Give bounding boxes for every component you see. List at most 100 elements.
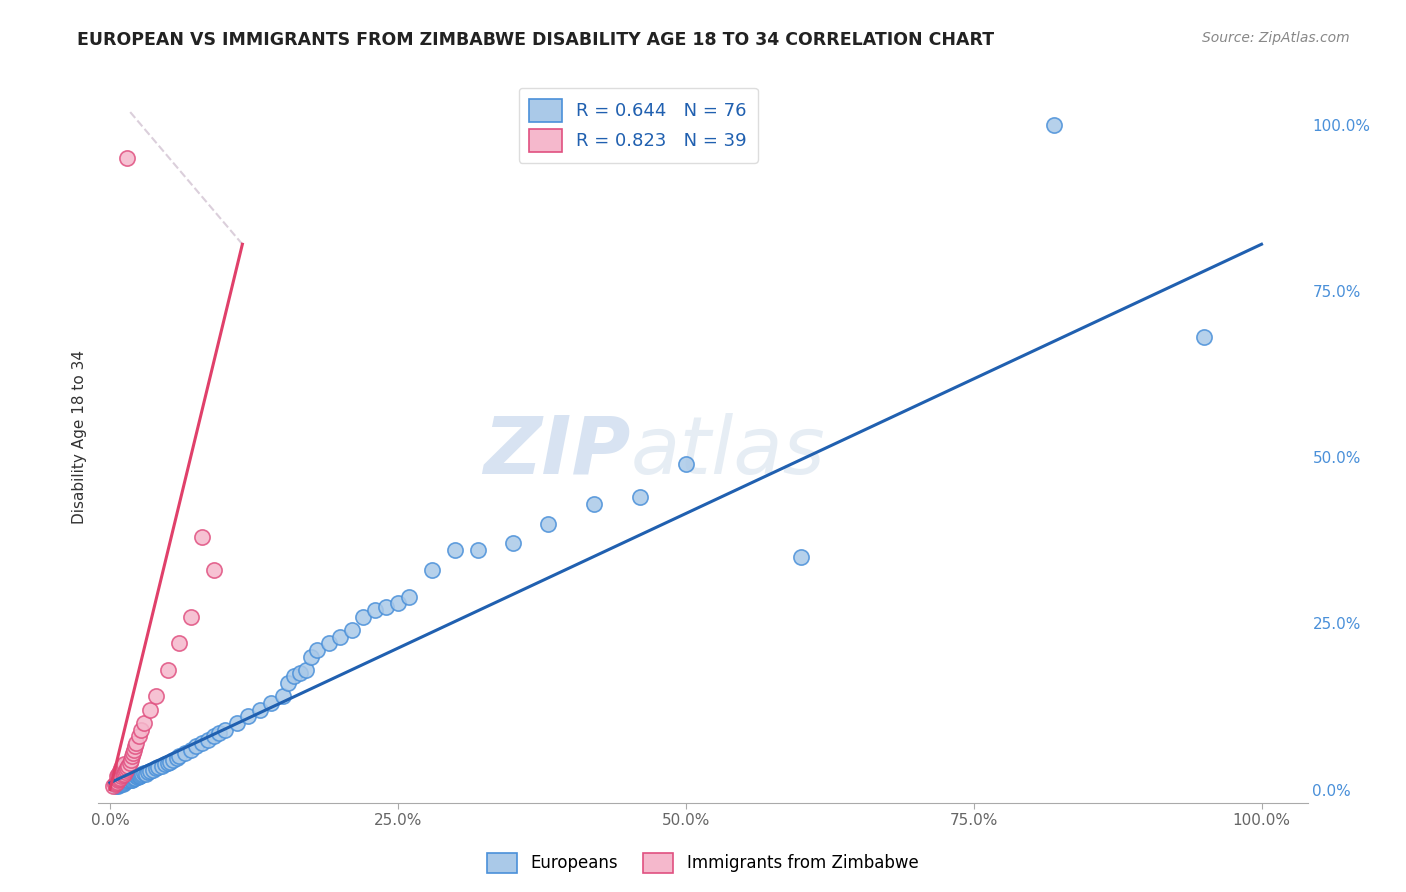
Point xyxy=(107,768,129,782)
Point xyxy=(122,746,145,760)
Point xyxy=(120,753,142,767)
Point xyxy=(134,765,156,780)
Point xyxy=(675,457,697,471)
Point xyxy=(202,563,225,577)
Point xyxy=(128,729,150,743)
Point xyxy=(159,755,181,769)
Point xyxy=(301,649,323,664)
Point xyxy=(156,756,179,770)
Point xyxy=(307,643,329,657)
Point xyxy=(103,779,125,793)
Point xyxy=(104,779,127,793)
Point xyxy=(121,772,143,787)
Point xyxy=(536,516,558,531)
Point xyxy=(340,623,363,637)
Point xyxy=(121,749,143,764)
Point xyxy=(128,768,150,782)
Point xyxy=(155,757,177,772)
Point xyxy=(104,776,127,790)
Point xyxy=(141,763,163,777)
Point xyxy=(115,151,138,165)
Point xyxy=(444,543,467,558)
Point xyxy=(107,779,129,793)
Point xyxy=(1043,118,1066,132)
Point xyxy=(790,549,813,564)
Point xyxy=(110,764,132,778)
Point xyxy=(277,676,299,690)
Point xyxy=(131,767,153,781)
Text: ZIP: ZIP xyxy=(484,413,630,491)
Point xyxy=(114,775,136,789)
Point xyxy=(329,630,352,644)
Point xyxy=(128,769,150,783)
Point xyxy=(122,742,145,756)
Point xyxy=(127,770,149,784)
Point xyxy=(214,723,236,737)
Point xyxy=(117,758,139,772)
Point xyxy=(288,666,311,681)
Point xyxy=(115,773,138,788)
Point xyxy=(122,771,145,785)
Point xyxy=(166,750,188,764)
Point xyxy=(124,739,146,754)
Point xyxy=(112,776,135,790)
Point xyxy=(180,742,202,756)
Point xyxy=(502,536,524,550)
Point xyxy=(398,590,420,604)
Point xyxy=(249,703,271,717)
Text: Source: ZipAtlas.com: Source: ZipAtlas.com xyxy=(1202,31,1350,45)
Point xyxy=(108,765,131,780)
Point xyxy=(125,769,148,783)
Point xyxy=(162,753,184,767)
Point xyxy=(260,696,283,710)
Point xyxy=(111,759,134,773)
Y-axis label: Disability Age 18 to 34: Disability Age 18 to 34 xyxy=(72,350,87,524)
Point xyxy=(129,723,152,737)
Point xyxy=(197,732,219,747)
Point xyxy=(208,726,231,740)
Point xyxy=(112,757,135,772)
Point xyxy=(139,703,162,717)
Point xyxy=(110,776,132,790)
Point xyxy=(110,771,132,785)
Point xyxy=(167,636,190,650)
Text: atlas: atlas xyxy=(630,413,825,491)
Point xyxy=(191,530,214,544)
Point xyxy=(180,609,202,624)
Point xyxy=(1192,330,1215,344)
Point xyxy=(582,497,605,511)
Point xyxy=(110,774,132,789)
Legend: R = 0.644   N = 76, R = 0.823   N = 39: R = 0.644 N = 76, R = 0.823 N = 39 xyxy=(519,87,758,163)
Point xyxy=(150,758,173,772)
Point xyxy=(105,774,128,789)
Point xyxy=(375,599,398,614)
Point xyxy=(145,761,167,775)
Point xyxy=(136,765,159,780)
Point xyxy=(118,772,141,786)
Point xyxy=(352,609,374,624)
Point xyxy=(110,777,132,791)
Point xyxy=(115,773,138,788)
Point xyxy=(422,563,444,577)
Point xyxy=(111,768,134,782)
Point xyxy=(236,709,259,723)
Text: EUROPEAN VS IMMIGRANTS FROM ZIMBABWE DISABILITY AGE 18 TO 34 CORRELATION CHART: EUROPEAN VS IMMIGRANTS FROM ZIMBABWE DIS… xyxy=(77,31,994,49)
Point xyxy=(118,756,141,770)
Point xyxy=(115,761,138,775)
Point xyxy=(167,749,190,764)
Point xyxy=(628,490,651,504)
Point xyxy=(387,596,409,610)
Point xyxy=(318,636,340,650)
Point xyxy=(271,690,294,704)
Point xyxy=(173,746,195,760)
Point xyxy=(467,543,489,558)
Point xyxy=(111,776,134,790)
Point xyxy=(112,766,135,780)
Point xyxy=(108,778,131,792)
Point xyxy=(364,603,387,617)
Point xyxy=(110,761,132,775)
Point xyxy=(156,663,179,677)
Point xyxy=(103,777,125,791)
Point xyxy=(202,729,225,743)
Point xyxy=(108,772,131,786)
